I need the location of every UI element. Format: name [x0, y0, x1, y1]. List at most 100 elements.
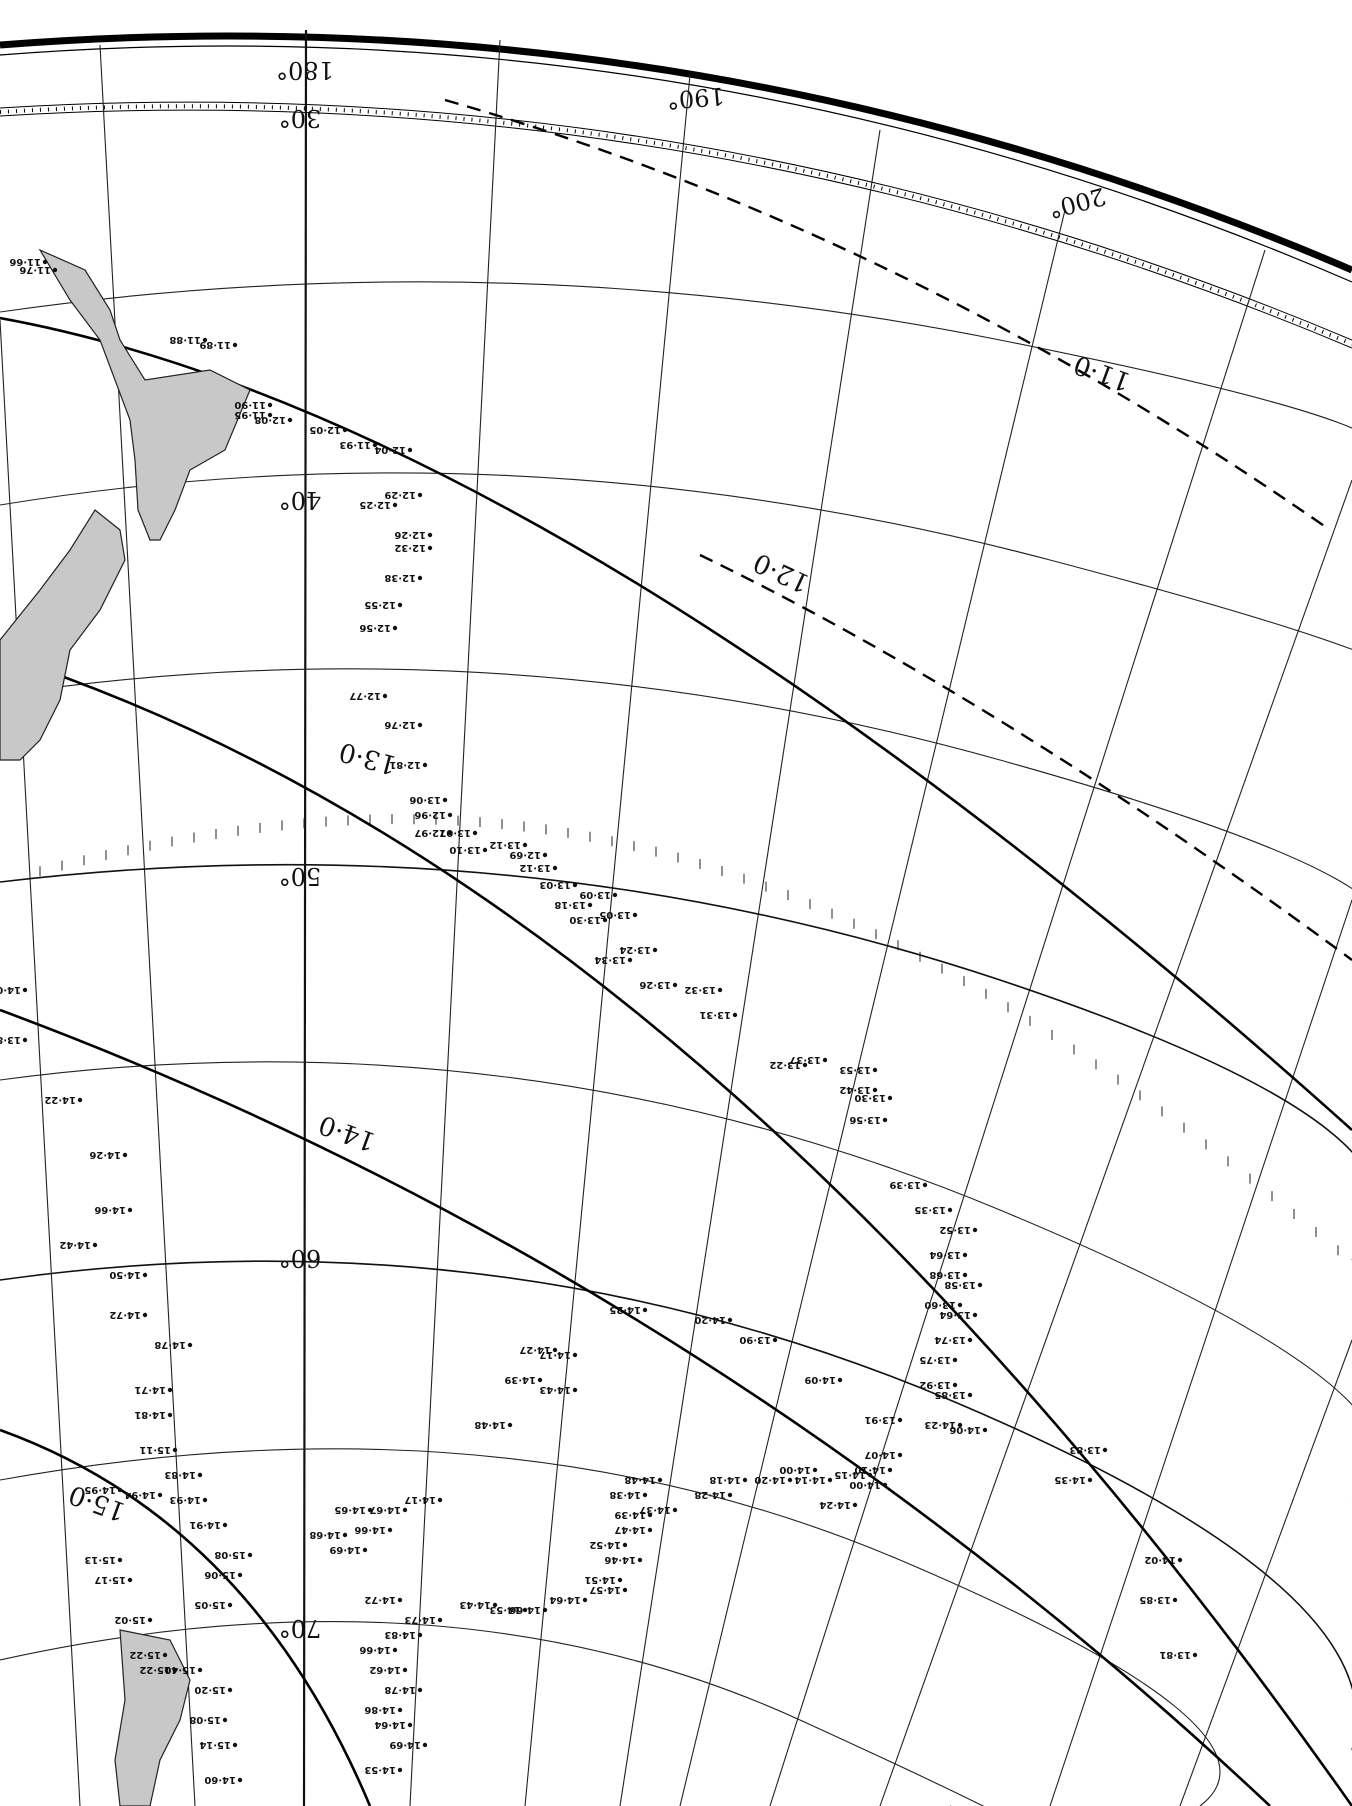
isoline-label-11: 11·0 — [1070, 349, 1135, 397]
observation-point: 12·77 — [349, 690, 388, 701]
observation-value: 14·00 — [849, 1479, 881, 1490]
observation-value: 15·08 — [189, 1714, 221, 1725]
observation-value: 14·28 — [694, 1489, 726, 1500]
observation-point: 13·03 — [539, 879, 578, 890]
observation-value: 13·53 — [839, 1064, 871, 1075]
observation-point: 13·64 — [939, 1309, 978, 1320]
observation-dot — [727, 1317, 733, 1323]
observation-point: 13·05 — [599, 909, 638, 920]
observation-value: 14·69 — [329, 1544, 361, 1555]
observation-dot — [397, 1597, 403, 1603]
observation-dot — [172, 1447, 178, 1453]
observation-point: 14·62 — [369, 1664, 408, 1675]
observation-point: 15·02 — [114, 1614, 153, 1625]
observation-dot — [447, 830, 453, 836]
observation-value: 14·66 — [359, 1644, 391, 1655]
observation-value: 12·05 — [309, 424, 341, 435]
isoline-label-13: 13·0 — [336, 736, 400, 780]
observation-point: 14·06 — [949, 1424, 988, 1435]
observation-dot — [982, 1427, 988, 1433]
observation-value: 13·68 — [929, 1269, 961, 1280]
observation-point: 14·09 — [804, 1374, 843, 1385]
observation-dot — [552, 865, 558, 871]
observation-dot — [967, 1392, 973, 1398]
observation-value: 13·85 — [0, 1034, 21, 1045]
observation-value: 14·93 — [169, 1494, 201, 1505]
observation-point: 12·81 — [389, 759, 428, 770]
observation-point: 14·24 — [819, 1499, 858, 1510]
observation-value: 14·69 — [389, 1739, 421, 1750]
observation-dot — [142, 1272, 148, 1278]
parallel-label-60: 60° — [279, 1244, 322, 1272]
observation-dot — [187, 1342, 193, 1348]
observation-point: 12·29 — [384, 489, 423, 500]
observation-dot — [717, 987, 723, 993]
observation-dot — [952, 1357, 958, 1363]
observation-point: 13·42 — [839, 1084, 878, 1095]
observation-dot — [1172, 1597, 1178, 1603]
observation-dot — [367, 1507, 373, 1513]
observation-point: 11·88 — [169, 334, 208, 345]
observation-point: 15·11 — [139, 1444, 178, 1455]
observation-value: 13·31 — [699, 1009, 731, 1020]
observation-value: 14·52 — [589, 1539, 621, 1550]
observation-dot — [417, 1687, 423, 1693]
observation-dot — [202, 1497, 208, 1503]
observation-point: 13·31 — [699, 1009, 738, 1020]
observation-value: 13·18 — [554, 899, 586, 910]
observation-dot — [672, 1507, 678, 1513]
observation-value: 14·66 — [354, 1524, 386, 1535]
observation-value: 14·25 — [609, 1304, 641, 1315]
observation-dot — [647, 1527, 653, 1533]
observation-dot — [957, 1302, 963, 1308]
observation-value: 13·75 — [919, 1354, 951, 1365]
observation-value: 13·92 — [919, 1379, 951, 1390]
observation-point: 15·17 — [94, 1574, 133, 1585]
observation-value: 15·22 — [129, 1649, 161, 1660]
observation-value: 13·05 — [599, 909, 631, 920]
observation-dot — [437, 1617, 443, 1623]
observation-value: 13·06 — [409, 794, 441, 805]
observation-value: 13·07 — [439, 827, 471, 838]
observation-dot — [407, 447, 413, 453]
observation-value: 12·55 — [364, 599, 396, 610]
observation-point: 14·17 — [404, 1494, 443, 1505]
observation-dot — [827, 1477, 833, 1483]
meridian-label-200: 200° — [1046, 182, 1109, 224]
observation-dot — [197, 1472, 203, 1478]
observation-point: 12·38 — [384, 572, 423, 583]
observation-value: 14·43 — [459, 1599, 491, 1610]
observation-point: 14·39 — [614, 1509, 653, 1520]
observation-dot — [977, 1282, 983, 1288]
observation-dot — [642, 1492, 648, 1498]
observation-point: 13·30 — [854, 1092, 893, 1103]
observation-value: 14·72 — [109, 1309, 141, 1320]
observation-dot — [482, 847, 488, 853]
observation-value: 12·08 — [254, 414, 286, 425]
observation-point: 12·97 — [414, 827, 453, 838]
observation-value: 12·96 — [414, 809, 446, 820]
observation-dot — [587, 902, 593, 908]
observation-point: 13·75 — [919, 1354, 958, 1365]
observation-point: 15·06 — [204, 1569, 243, 1580]
observation-point: 14·81 — [134, 1409, 173, 1420]
observation-value: 12·38 — [384, 572, 416, 583]
observation-dot — [972, 1227, 978, 1233]
observation-value: 14·78 — [154, 1339, 186, 1350]
observation-point: 12·25 — [359, 499, 398, 510]
observation-dot — [237, 1572, 243, 1578]
observation-point: 14·10 — [854, 1464, 893, 1475]
meridian-lines — [0, 29, 1352, 1806]
observation-value: 15·11 — [139, 1444, 171, 1455]
observation-point: 14·60 — [204, 1774, 243, 1785]
observation-dot — [392, 1647, 398, 1653]
observation-dot — [127, 1207, 133, 1213]
observation-dot — [387, 1527, 393, 1533]
observation-dot — [417, 575, 423, 581]
observation-point: 14·22 — [44, 1094, 83, 1105]
observation-point: 14·26 — [89, 1149, 128, 1160]
observation-value: 15·22 — [139, 1664, 171, 1675]
observation-point: 14·83 — [384, 1629, 423, 1640]
parallel-labels: 30° 40° 50° 60° 70° — [279, 104, 322, 1642]
observation-value: 14·18 — [709, 1474, 741, 1485]
